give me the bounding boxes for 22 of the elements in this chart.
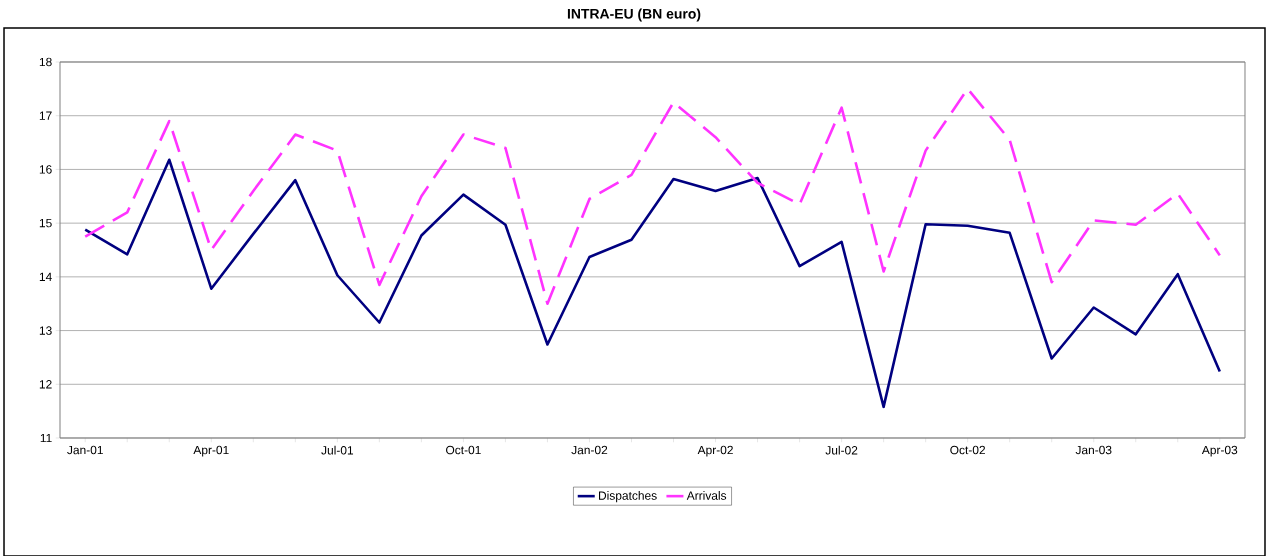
x-tick-label: Jul-01 (321, 445, 354, 455)
chart-title: INTRA-EU (BN euro) (567, 8, 701, 22)
legend-label: Dispatches (599, 491, 657, 503)
x-tick-label: Apr-02 (697, 445, 733, 457)
y-tick-label: 11 (40, 433, 52, 443)
x-tick-label: Apr-03 (1201, 445, 1238, 457)
x-tick-label: Jan-02 (571, 445, 608, 455)
y-tick-label: 13 (39, 326, 52, 335)
x-tick-label: Apr-01 (193, 445, 229, 457)
y-tick-label: 16 (39, 165, 52, 174)
y-tick-label: 15 (39, 218, 52, 228)
x-tick-label: Jul-02 (825, 445, 858, 455)
y-tick-label: 18 (39, 57, 52, 67)
y-tick-label: 14 (39, 272, 52, 281)
legend-label: Arrivals (686, 491, 727, 500)
x-tick-label: Oct-01 (446, 445, 481, 455)
x-tick-label: Jan-01 (67, 445, 103, 455)
y-tick-label: 12 (39, 380, 52, 389)
y-tick-label: 17 (39, 111, 52, 120)
x-tick-label: Jan-03 (1075, 445, 1112, 455)
line-series (83, 158, 1222, 409)
x-tick-label: Oct-02 (950, 445, 985, 455)
